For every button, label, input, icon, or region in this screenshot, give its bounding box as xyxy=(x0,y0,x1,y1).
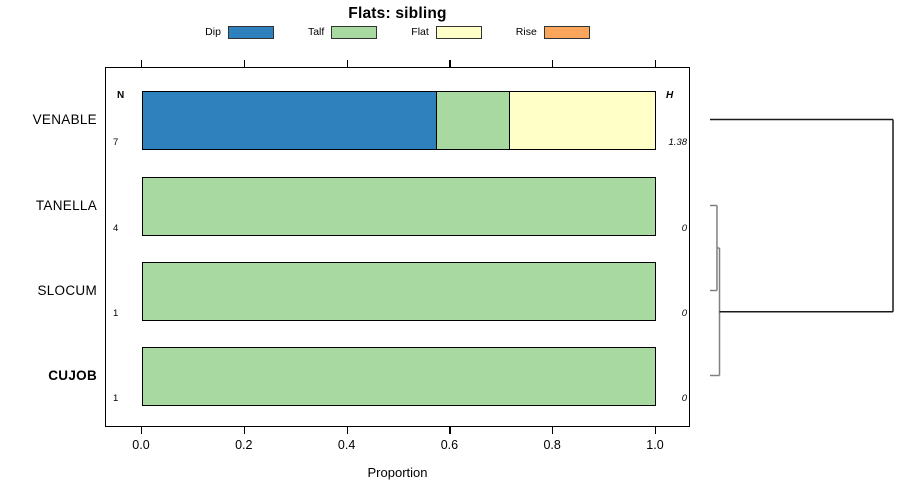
dendrogram xyxy=(710,118,894,377)
bar-cujob xyxy=(142,347,656,406)
legend-item-rise: Rise xyxy=(515,25,590,39)
category-label-tanella: TANELLA xyxy=(35,197,97,213)
n-value-slocum: 1 xyxy=(113,308,119,319)
x-axis-title: Proportion xyxy=(367,465,428,480)
x-axis-tick-bottom xyxy=(141,427,143,434)
bar-segment-talf xyxy=(143,348,655,405)
x-axis-tick-top xyxy=(655,60,657,67)
n-value-tanella: 4 xyxy=(113,223,119,234)
x-axis-tick-bottom xyxy=(655,427,657,434)
n-value-cujob: 1 xyxy=(113,393,119,404)
x-axis-tick-label: 1.0 xyxy=(646,438,664,452)
legend-label: Dip xyxy=(205,26,221,38)
x-axis-tick-label: 0.2 xyxy=(235,438,253,452)
x-axis-tick-top xyxy=(243,60,245,67)
bar-segment-talf xyxy=(143,178,655,235)
category-label-cujob: CUJOB xyxy=(48,367,97,383)
legend-item-dip: Dip xyxy=(205,25,274,39)
n-value-venable: 7 xyxy=(113,137,119,148)
h-value-cujob: 0 xyxy=(681,393,687,404)
x-axis-tick-label: 0.4 xyxy=(337,438,356,452)
x-axis-tick-bottom xyxy=(346,427,348,434)
n-column-header: N xyxy=(117,90,125,101)
x-axis-tick-top xyxy=(346,60,348,67)
h-value-tanella: 0 xyxy=(681,223,687,234)
x-axis-tick-top xyxy=(552,60,554,67)
x-axis-tick-top xyxy=(449,60,451,67)
legend-swatch-rise xyxy=(543,25,590,39)
x-axis-tick-label: 0.8 xyxy=(543,438,561,452)
legend-item-talf: Talf xyxy=(307,25,378,39)
legend-swatch-dip xyxy=(227,25,274,39)
bar-tanella xyxy=(142,177,656,236)
bar-segment-flat xyxy=(508,92,655,149)
x-axis-tick-label: 0.0 xyxy=(132,438,150,452)
bar-segment-dip xyxy=(143,92,436,149)
chart-title: Flats: sibling xyxy=(348,5,447,22)
x-axis-tick-bottom xyxy=(449,427,451,434)
bar-slocum xyxy=(142,262,656,321)
category-label-venable: VENABLE xyxy=(32,111,97,127)
h-column-header: H xyxy=(666,90,674,101)
legend-label: Flat xyxy=(411,26,429,38)
x-axis-tick-bottom xyxy=(552,427,554,434)
x-axis-tick-top xyxy=(141,60,143,67)
plot-area xyxy=(105,67,690,427)
legend: Dip Talf Flat Rise xyxy=(105,23,690,41)
category-label-slocum: SLOCUM xyxy=(37,282,97,298)
legend-swatch-talf xyxy=(331,25,378,39)
h-value-slocum: 0 xyxy=(681,308,687,319)
x-axis-tick-bottom xyxy=(243,427,245,434)
legend-label: Rise xyxy=(515,26,537,38)
h-value-venable: 1.38 xyxy=(668,137,688,148)
x-axis-tick-label: 0.6 xyxy=(440,438,459,452)
bar-venable xyxy=(142,91,656,150)
legend-label: Talf xyxy=(307,26,325,38)
legend-item-flat: Flat xyxy=(411,25,482,39)
bar-segment-talf xyxy=(435,92,509,149)
legend-swatch-flat xyxy=(435,25,482,39)
bar-segment-talf xyxy=(143,263,655,320)
